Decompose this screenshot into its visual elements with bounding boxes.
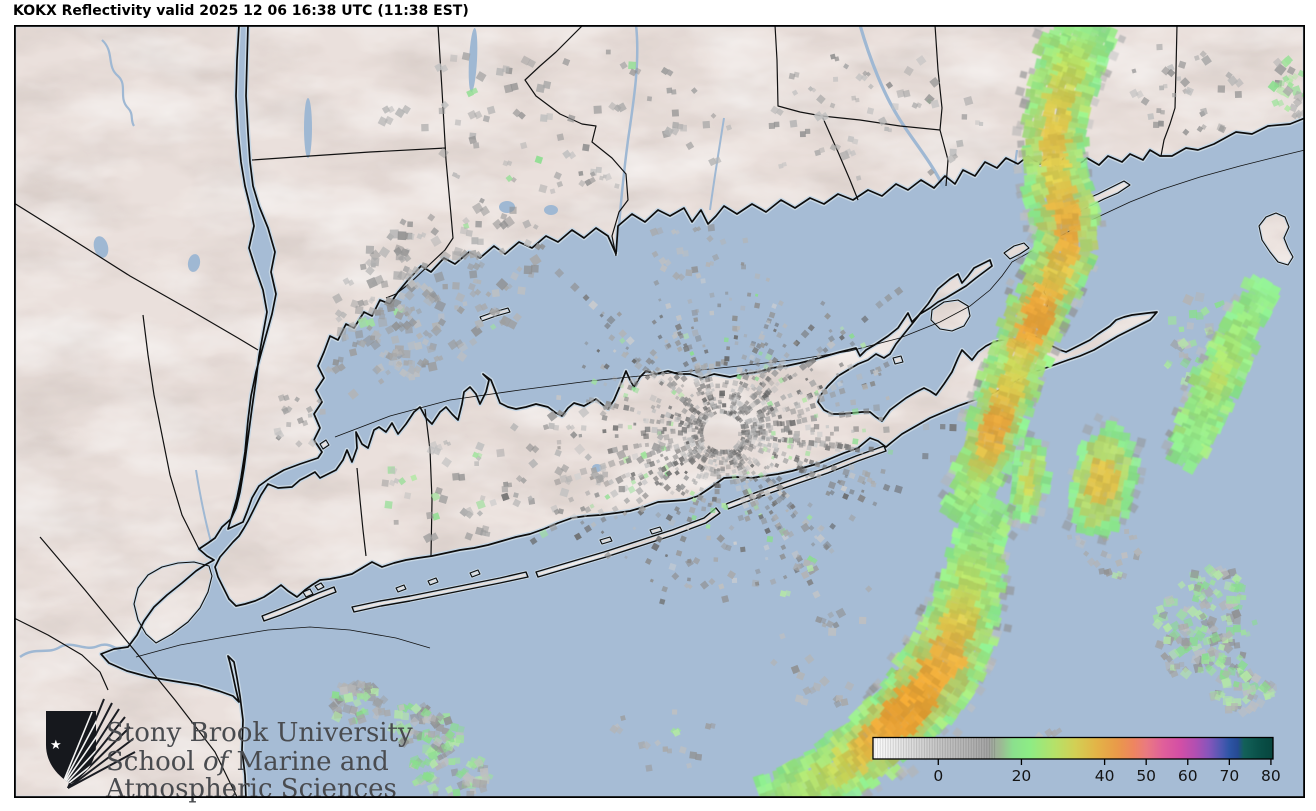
- map-border: [13, 24, 1305, 799]
- logo-text-line1: Stony Brook University: [106, 718, 413, 748]
- precipitation-layer: [752, 25, 1282, 798]
- sbu-logo: ★ Stony Brook University School of Marin…: [46, 698, 413, 804]
- colorbar-tick-label: 80: [1261, 767, 1281, 785]
- colorbar-tick-label: 0: [933, 767, 943, 785]
- boundary-lines-layer: [14, 25, 1305, 798]
- colorbar: 0 20 40 50 60 70 80: [872, 736, 1281, 785]
- colorbar-tick-label: 70: [1219, 767, 1239, 785]
- sbu-shield-icon: [46, 711, 96, 784]
- logo-text-line2: School of Marine and: [106, 747, 389, 777]
- figure-title: KOKX Reflectivity valid 2025 12 06 16:38…: [13, 3, 469, 19]
- star-icon: ★: [50, 738, 62, 753]
- colorbar-tick-label: 40: [1095, 767, 1115, 785]
- colorbar-tick-label: 50: [1136, 767, 1156, 785]
- logo-text-line3: Atmospheric Sciences: [105, 774, 397, 804]
- colorbar-tick-label: 20: [1012, 767, 1032, 785]
- colorbar-tick-label: 60: [1178, 767, 1198, 785]
- ground-clutter-layer: [273, 43, 1305, 798]
